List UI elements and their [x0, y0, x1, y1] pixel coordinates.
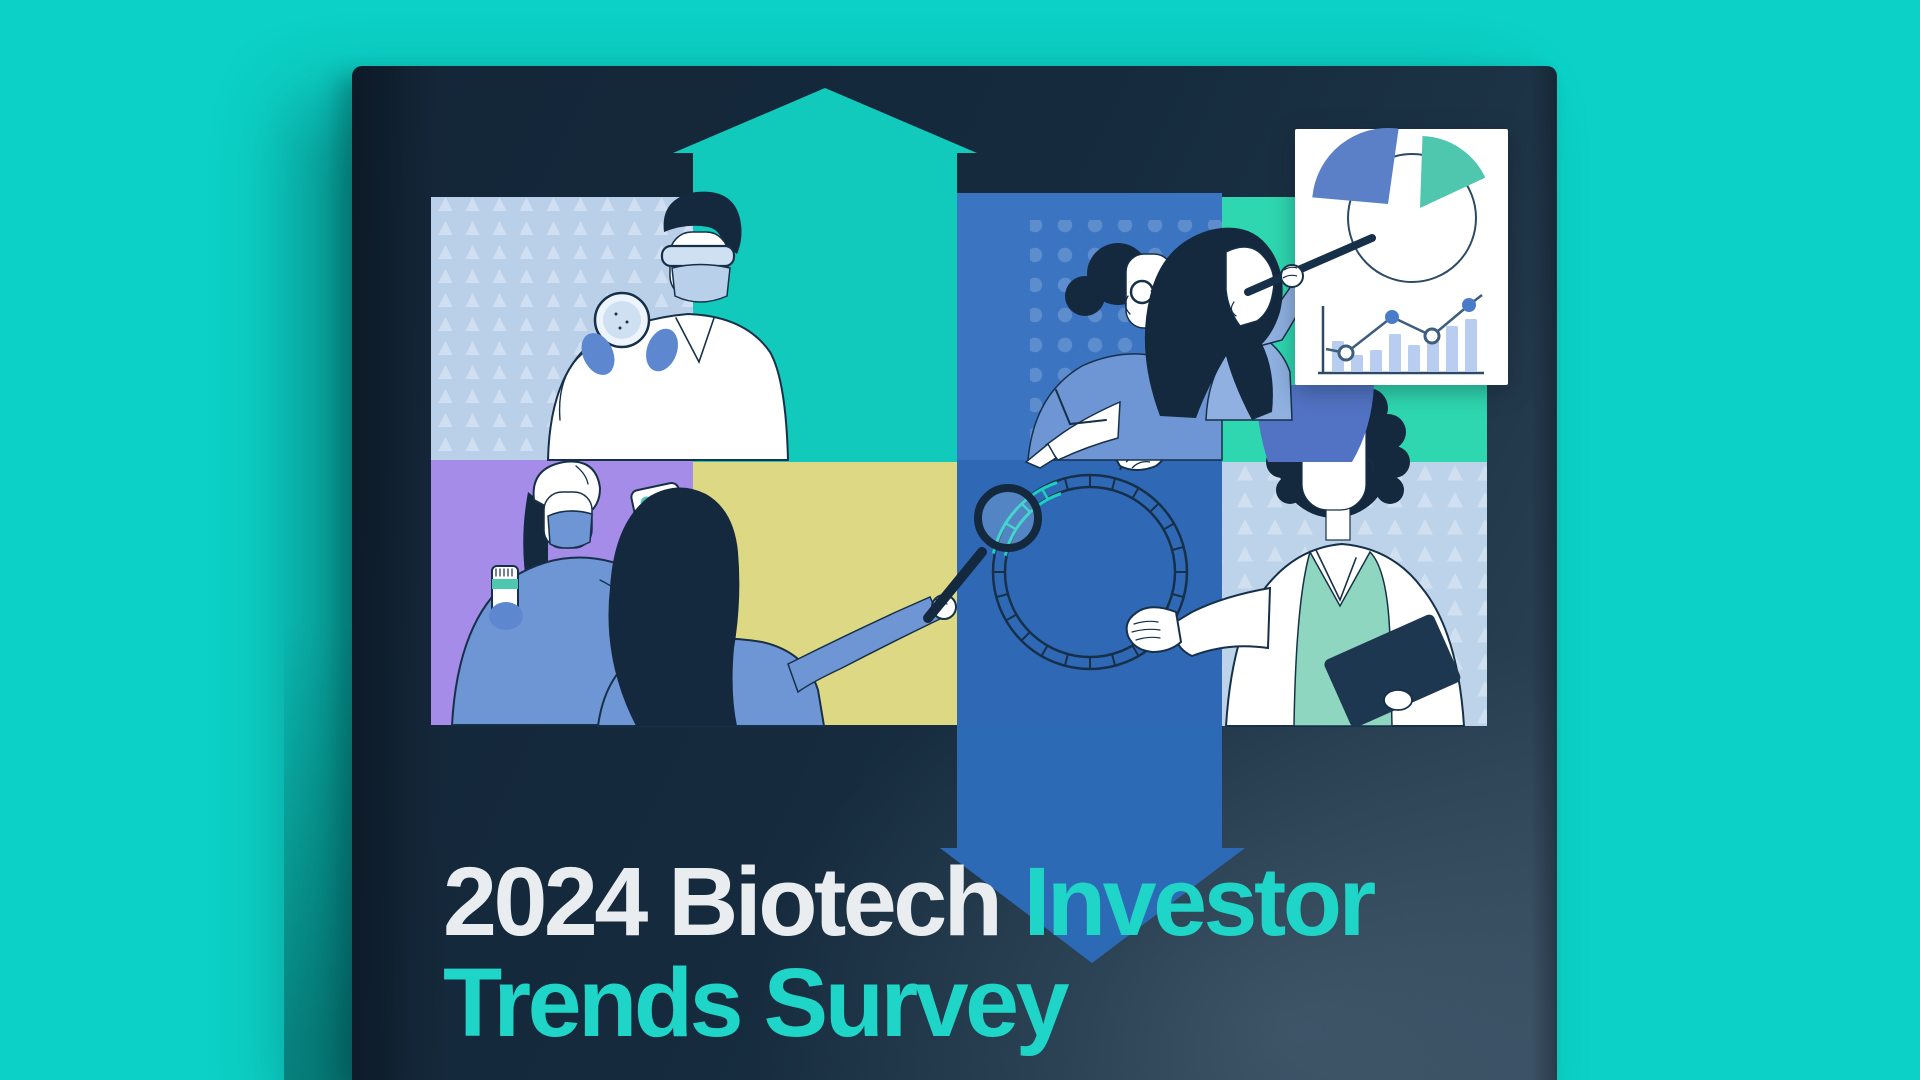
- title-line1-accent: Investor: [1023, 847, 1376, 956]
- cover-title: 2024 Biotech Investor Trends Survey: [443, 851, 1376, 1057]
- book-shadow: [284, 620, 352, 1080]
- title-line1-primary: 2024 Biotech: [443, 847, 1003, 956]
- title-line-1: 2024 Biotech Investor: [443, 851, 1376, 952]
- title-line-2: Trends Survey: [443, 948, 1070, 1057]
